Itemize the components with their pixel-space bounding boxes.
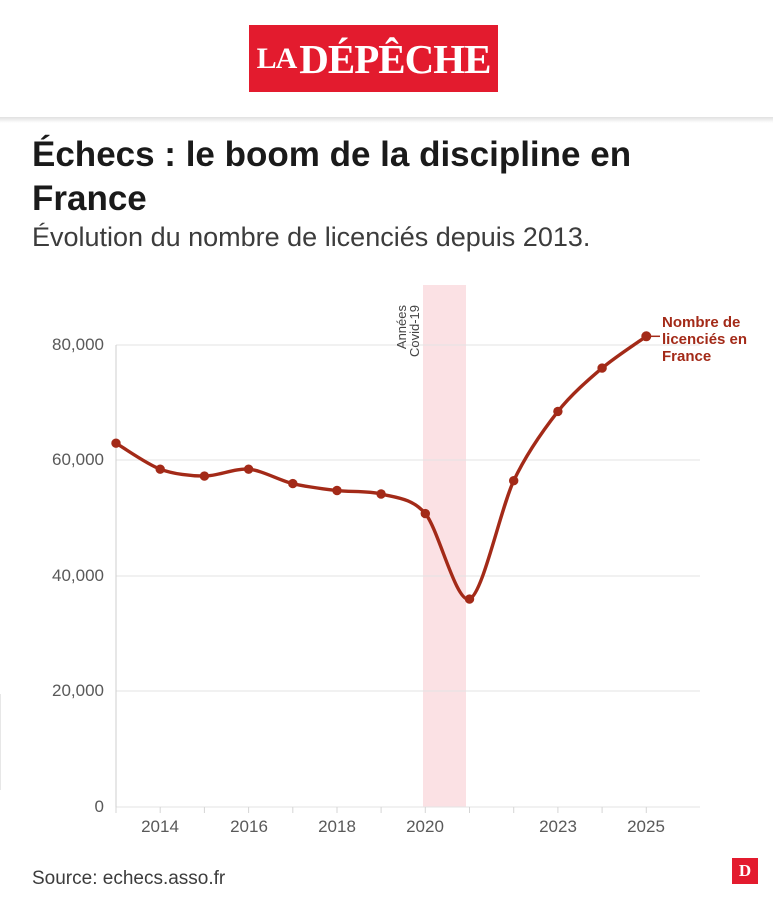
svg-text:60,000: 60,000 xyxy=(52,450,104,469)
svg-text:2023: 2023 xyxy=(539,817,577,836)
svg-text:licenciés en: licenciés en xyxy=(662,331,747,348)
svg-text:40,000: 40,000 xyxy=(52,566,104,585)
svg-text:2014: 2014 xyxy=(141,817,179,836)
svg-text:2018: 2018 xyxy=(318,817,356,836)
svg-text:2016: 2016 xyxy=(230,817,268,836)
svg-text:France: France xyxy=(662,348,711,365)
svg-text:80,000: 80,000 xyxy=(52,335,104,354)
svg-text:2020: 2020 xyxy=(406,817,444,836)
svg-text:Covid-19: Covid-19 xyxy=(407,305,422,357)
svg-text:0: 0 xyxy=(95,797,104,816)
svg-text:20,000: 20,000 xyxy=(52,681,104,700)
svg-text:Nombre de: Nombre de xyxy=(662,314,740,331)
svg-text:2025: 2025 xyxy=(627,817,665,836)
